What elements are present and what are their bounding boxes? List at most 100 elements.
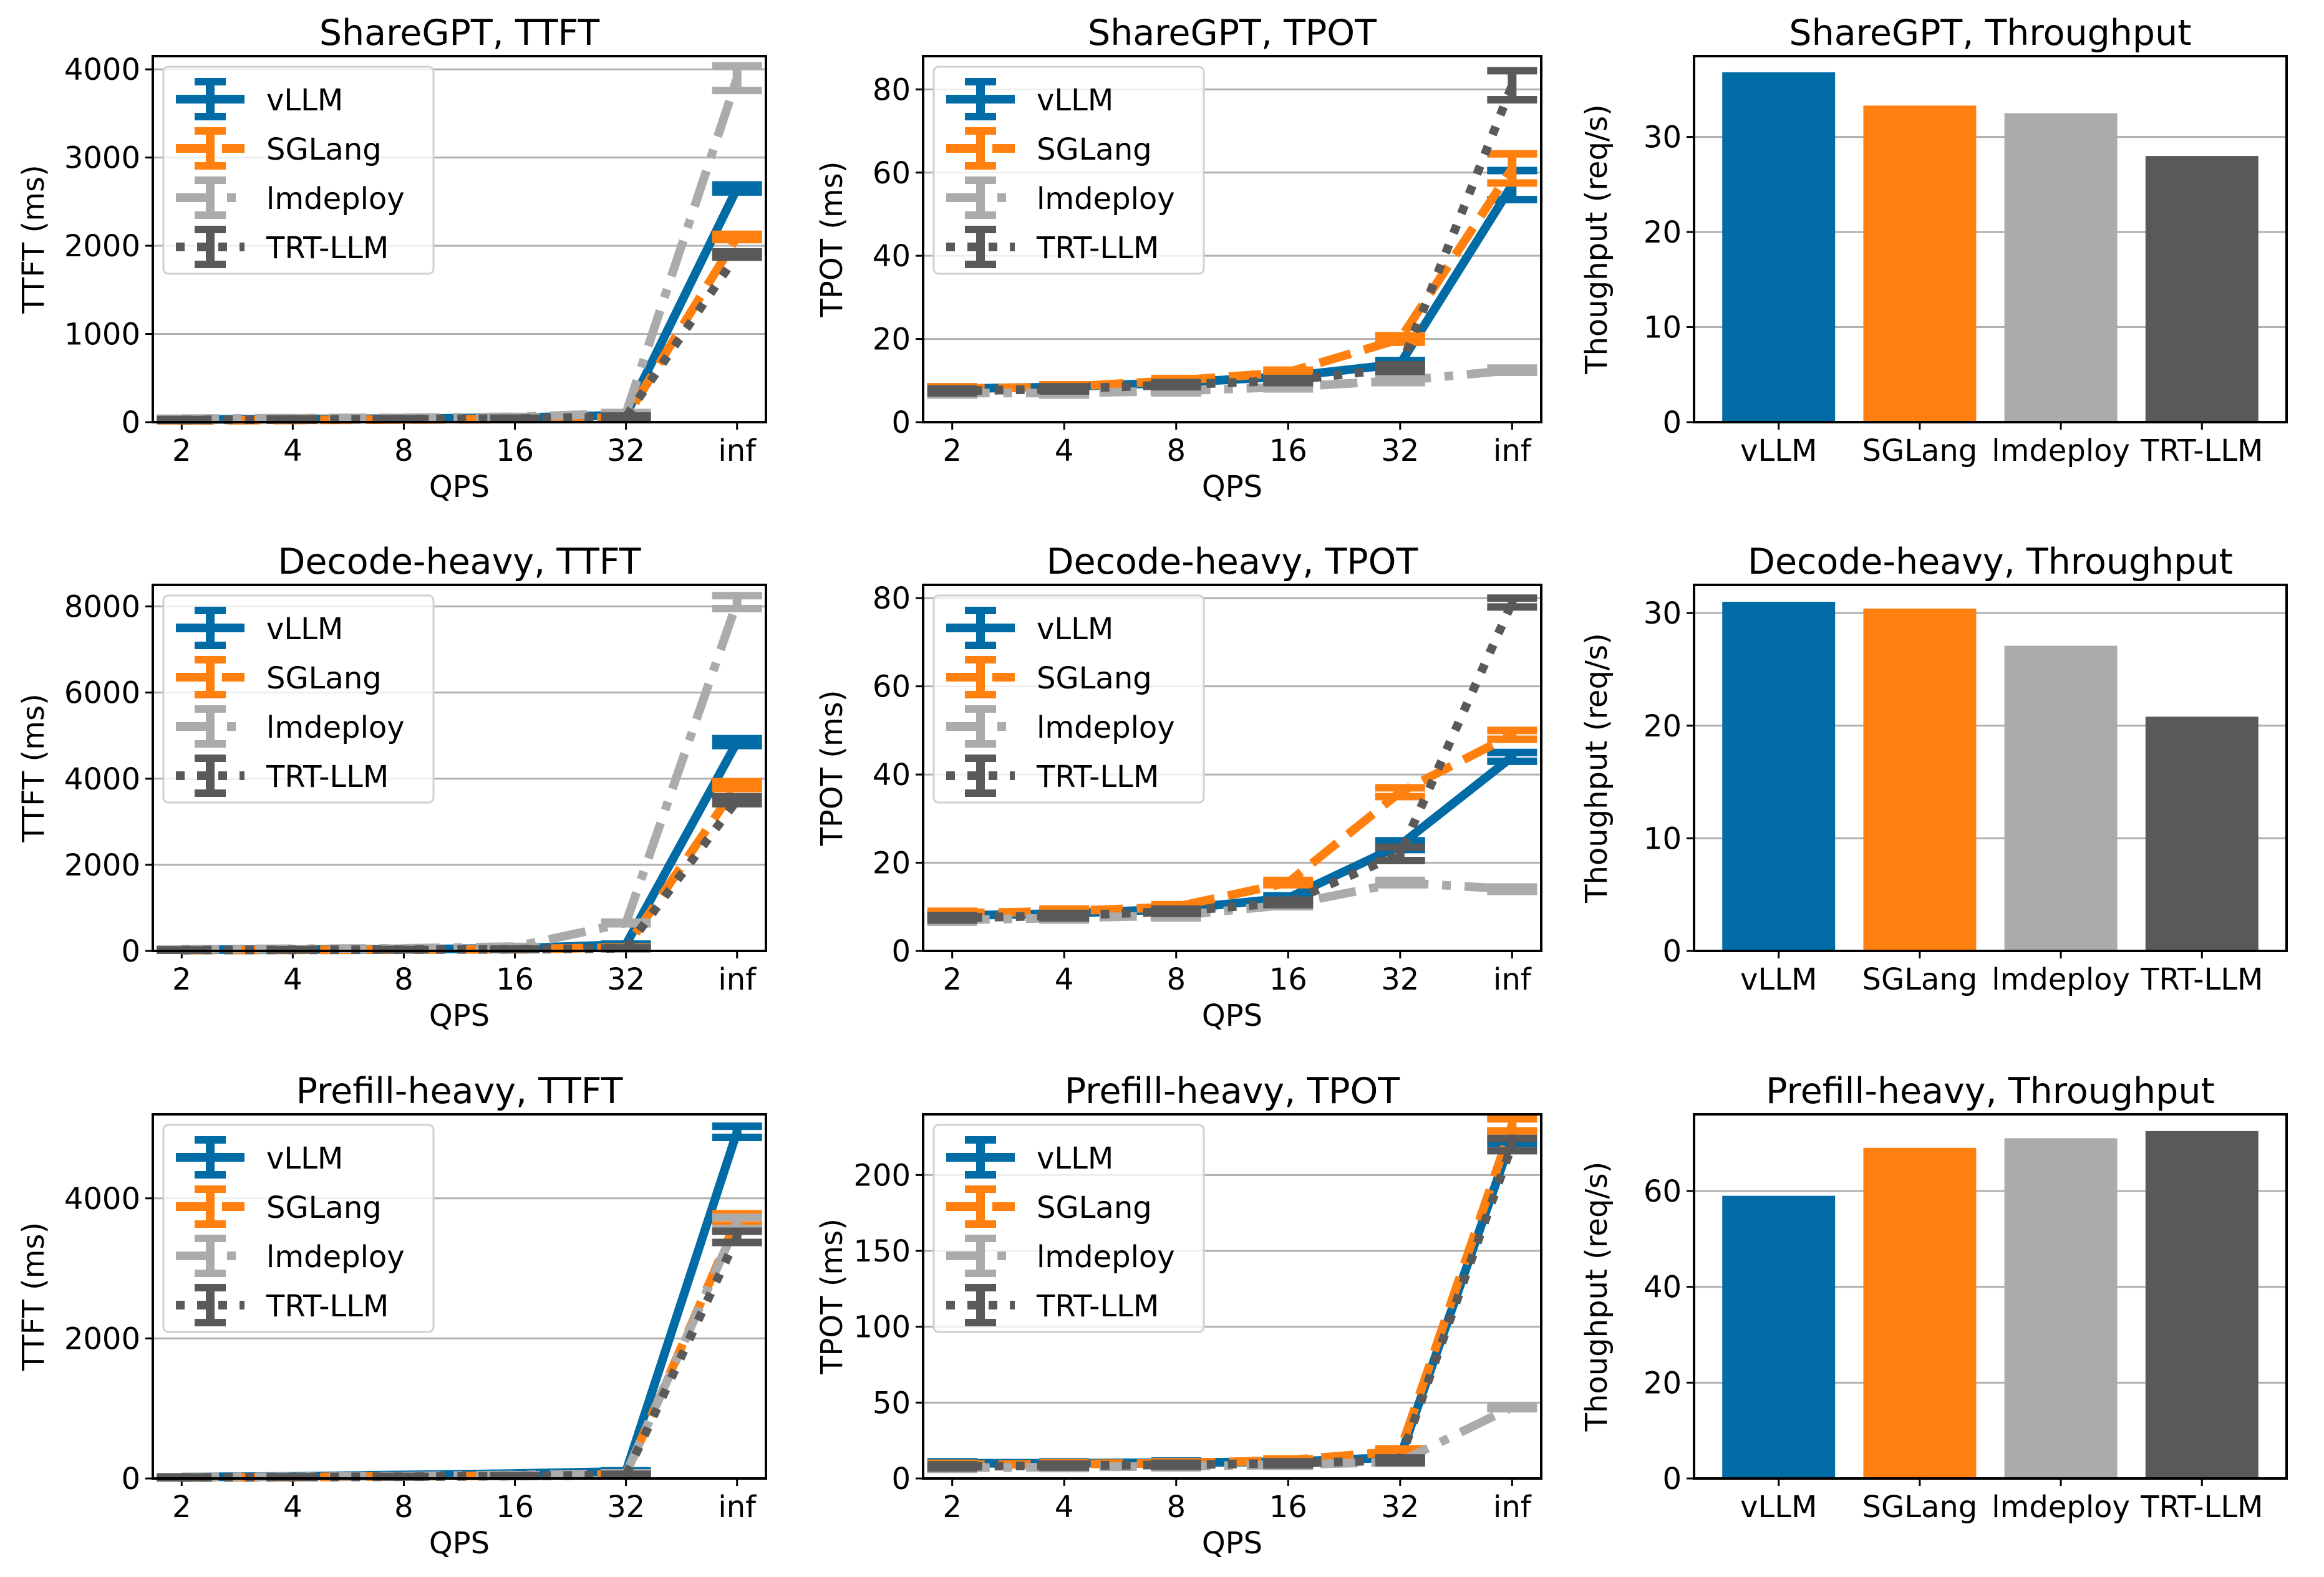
bar-lmdeploy [2004, 1138, 2118, 1478]
error-bar-TRT-LLM [1487, 1134, 1537, 1155]
error-bar-TRT-LLM [712, 793, 762, 808]
axes-frame [1693, 584, 2288, 952]
legend-label: TRT-LLM [266, 1289, 389, 1324]
error-bar-lmdeploy [1487, 883, 1537, 895]
error-bar-SGLang [1375, 332, 1425, 346]
y-tick-label: 200 [853, 1158, 911, 1193]
y-axis-label: Thoughput (req/s) [1579, 633, 1614, 904]
x-tick-label: inf [718, 1490, 757, 1525]
error-bar-vLLM [1487, 748, 1537, 765]
y-tick-label: 4000 [64, 762, 140, 797]
legend-label: TRT-LLM [1036, 231, 1159, 266]
legend: vLLM SGLang lmdeploy TRT-LLM [932, 1124, 1205, 1333]
legend-label: lmdeploy [266, 710, 405, 745]
error-bar-TRT-LLM [1263, 374, 1314, 387]
y-tick-label: 1000 [64, 317, 140, 352]
y-tick-label: 10 [1644, 311, 1682, 345]
x-tick-label: 32 [1381, 962, 1419, 997]
subplot-1: 0 1000 2000 3000 4000 2 4 8 16 32 inf vLLM SGLang lmd… [16, 12, 767, 504]
subplot-9: 0 20 40 60 vLLM SGLang lmdeploy TRT-LLM Prefill-… [1579, 1071, 2288, 1525]
error-bar-SGLang [1487, 726, 1537, 743]
x-tick-label: lmdeploy [1992, 962, 2130, 997]
y-tick-label: 4000 [64, 1182, 140, 1217]
bar-SGLang [1863, 1147, 1977, 1478]
y-axis-label: TPOT (ms) [815, 690, 850, 847]
y-tick-label: 0 [1662, 934, 1682, 969]
x-tick-label: inf [1493, 433, 1532, 468]
error-bar-SGLang [1487, 1115, 1537, 1135]
y-tick-label: 30 [1644, 596, 1682, 631]
subplot-title: ShareGPT, TPOT [1088, 12, 1377, 54]
x-tick-label: 16 [1269, 433, 1307, 468]
error-bar-TRT-LLM [601, 412, 651, 422]
legend-label: SGLang [266, 132, 382, 167]
error-bar-TRT-LLM [1263, 1458, 1314, 1469]
legend-box [162, 594, 435, 804]
error-bar-TRT-LLM [1263, 896, 1314, 909]
error-bar-lmdeploy [1487, 1402, 1537, 1413]
legend-box [162, 65, 435, 275]
x-axis-label: QPS [1202, 998, 1262, 1033]
error-bar-TRT-LLM [1375, 1454, 1425, 1467]
subplot-title: Prefill-heavy, TTFT [296, 1071, 623, 1112]
error-bar-TRT-LLM [1039, 1460, 1090, 1471]
y-axis-label: TPOT (ms) [815, 162, 850, 318]
x-tick-label: 4 [283, 433, 303, 468]
legend-label: vLLM [266, 83, 343, 118]
y-tick-label: 0 [891, 1462, 911, 1497]
x-tick-label: SGLang [1862, 962, 1978, 997]
x-tick-label: TRT-LLM [2140, 1490, 2263, 1525]
error-bar-lmdeploy [1487, 364, 1537, 376]
error-bar-TRT-LLM [927, 385, 977, 397]
y-tick-label: 2000 [64, 848, 140, 883]
error-bar-TRT-LLM [1487, 67, 1537, 104]
legend-entry: SGLang [176, 1185, 382, 1228]
y-tick-label: 60 [873, 156, 911, 191]
y-tick-label: 100 [853, 1310, 911, 1345]
legend: vLLM SGLang lmdeploy TRT-LLM [162, 1124, 435, 1333]
y-tick-label: 4000 [64, 52, 140, 87]
error-bar-lmdeploy [712, 592, 762, 612]
subplot-6: 0 10 20 30 vLLM SGLang lmdeploy TRT-LLM Decode-h… [1579, 541, 2288, 997]
bar-vLLM [1722, 72, 1836, 422]
error-bar-TRT-LLM [379, 415, 429, 423]
bar-vLLM [1722, 602, 1836, 951]
legend-box [932, 1124, 1205, 1333]
x-tick-label: 4 [1055, 433, 1074, 468]
y-axis-label: Thoughput (req/s) [1579, 1162, 1614, 1432]
series-line-TRT-LLM [182, 798, 741, 955]
x-tick-label: lmdeploy [1992, 433, 2130, 468]
subplot-title: Decode-heavy, Throughput [1748, 541, 2233, 582]
legend-entry: vLLM [176, 1136, 343, 1179]
error-bar-TRT-LLM [1375, 843, 1425, 865]
legend-entry: TRT-LLM [176, 226, 389, 268]
y-tick-label: 20 [1644, 1366, 1682, 1401]
legend-label: SGLang [1037, 132, 1152, 167]
error-bar-TRT-LLM [1039, 383, 1090, 395]
error-bar-vLLM [712, 735, 762, 750]
axes-frame [922, 1113, 1542, 1480]
y-tick-label: 40 [873, 239, 911, 274]
y-tick-label: 8000 [64, 590, 140, 625]
legend-entry: vLLM [946, 607, 1113, 649]
error-bar-TRT-LLM [712, 248, 762, 261]
x-tick-label: TRT-LLM [2140, 962, 2263, 997]
y-tick-label: 0 [121, 1462, 140, 1497]
legend-box [932, 594, 1205, 804]
y-tick-label: 2000 [64, 229, 140, 264]
legend-entry: TRT-LLM [946, 1284, 1159, 1326]
error-bar-TRT-LLM [490, 945, 540, 953]
subplot-3: 0 10 20 30 vLLM SGLang lmdeploy TRT-LLM ShareGPT… [1579, 12, 2288, 468]
legend-label: lmdeploy [266, 1240, 405, 1275]
subplot-title: Decode-heavy, TPOT [1047, 541, 1418, 582]
error-bar-TRT-LLM [268, 415, 318, 424]
error-bar-TRT-LLM [712, 1227, 762, 1247]
legend-entry: vLLM [946, 1136, 1113, 1179]
subplot-title: Prefill-heavy, TPOT [1065, 1071, 1400, 1112]
error-bar-vLLM [712, 181, 762, 196]
legend-entry: TRT-LLM [176, 755, 389, 797]
y-tick-label: 50 [873, 1386, 911, 1420]
legend: vLLM SGLang lmdeploy TRT-LLM [932, 65, 1205, 275]
legend-label: vLLM [266, 612, 343, 647]
subplot-title: ShareGPT, Throughput [1789, 12, 2191, 54]
